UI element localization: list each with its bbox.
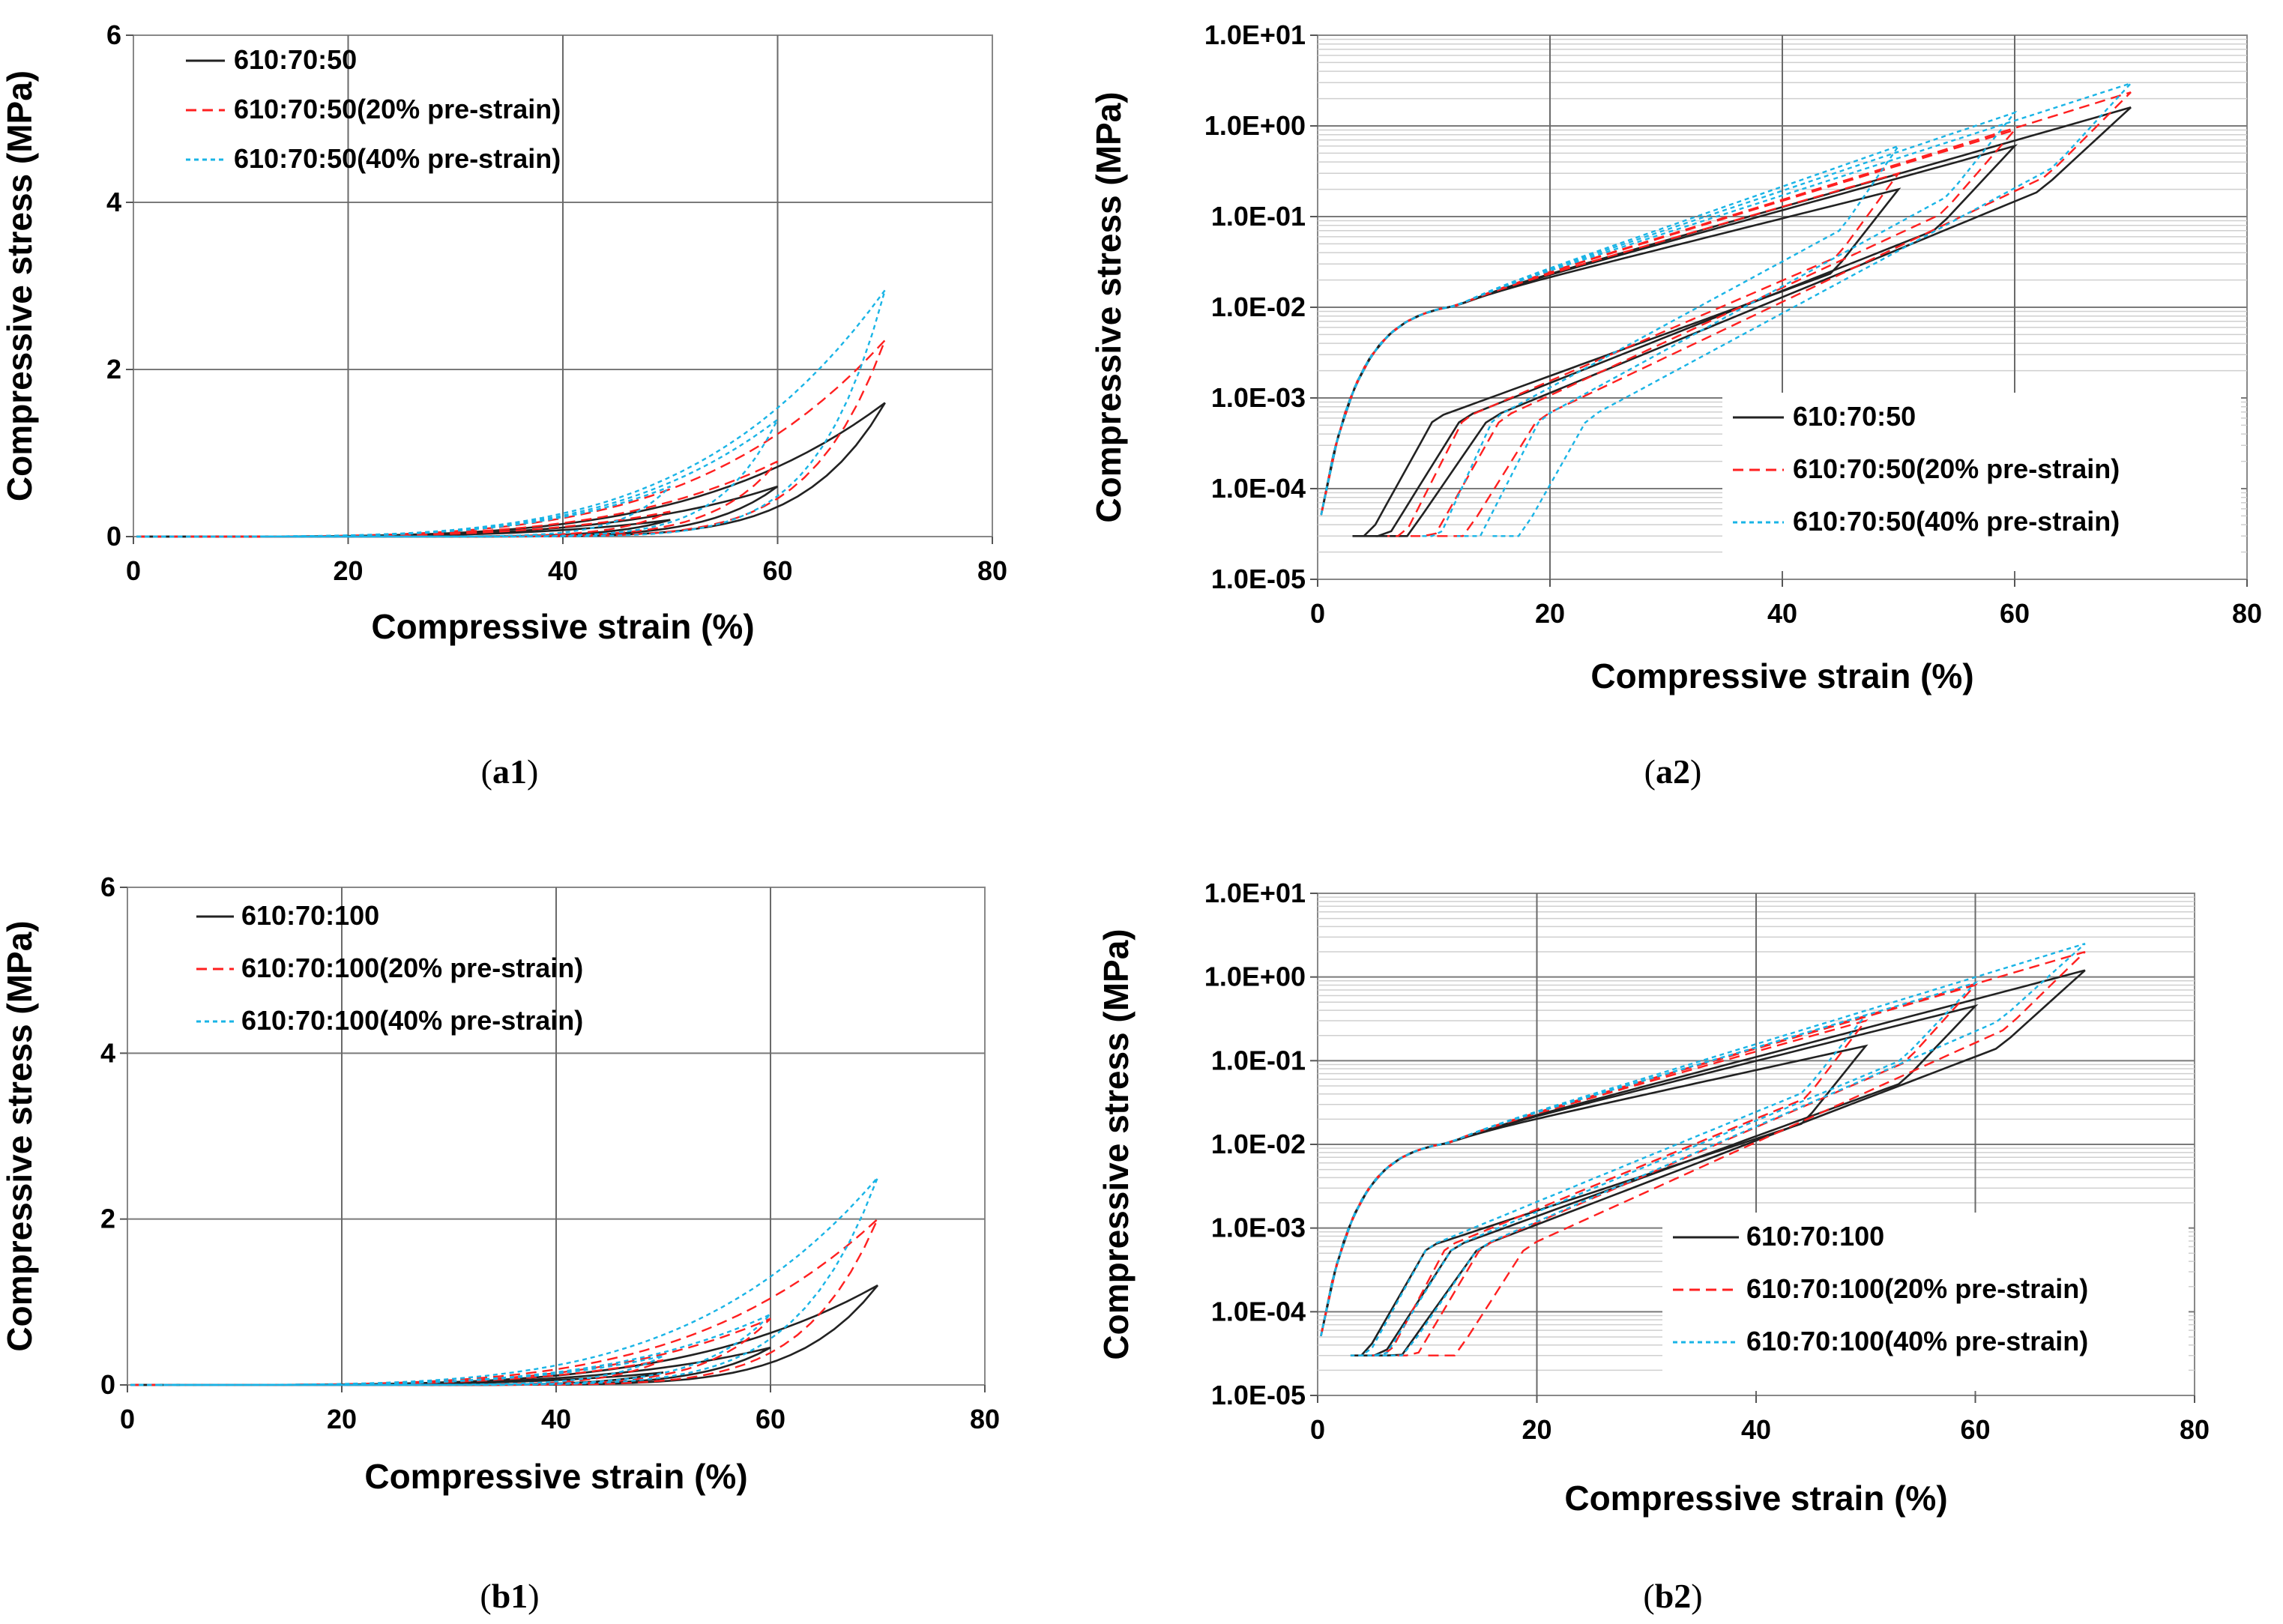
legend-label: 610:70:50 <box>234 44 357 75</box>
x-tick-label: 60 <box>2000 598 2030 629</box>
legend-label: 610:70:100(20% pre-strain) <box>1746 1273 2088 1304</box>
series-1-cycle-3 <box>1320 106 2132 537</box>
series-1 <box>1320 106 2132 537</box>
legend: 610:70:50 610:70:50(20% pre-strain) 610:70… <box>186 44 561 174</box>
legend-label: 610:70:100 <box>241 900 379 931</box>
x-tick-label: 40 <box>548 555 578 586</box>
series-1-cycle-3 <box>1320 969 2086 1356</box>
series-2 <box>1320 91 2132 537</box>
y-tick-label: 1.0E+00 <box>1204 962 1306 992</box>
legend-label: 610:70:50 <box>1793 401 1916 432</box>
series-3-cycle-2 <box>1320 981 1979 1356</box>
legend-label: 610:70:50(20% pre-strain) <box>1793 453 2120 484</box>
x-tick-label: 40 <box>541 1404 571 1434</box>
series-3-cycle-3 <box>1320 943 2086 1356</box>
series-1-cycle-2 <box>1320 1004 1979 1356</box>
y-tick-label: 1.0E-05 <box>1211 564 1306 594</box>
y-tick-label: 1.0E-02 <box>1211 1129 1306 1159</box>
x-tick-label: 0 <box>126 555 141 586</box>
legend-label: 610:70:50(40% pre-strain) <box>234 143 561 174</box>
y-tick-label: 0 <box>100 1369 115 1400</box>
y-tick-label: 1.0E-04 <box>1211 1296 1306 1326</box>
series-3 <box>130 1177 879 1386</box>
x-tick-label: 80 <box>2180 1414 2210 1445</box>
legend-label: 610:70:50(40% pre-strain) <box>1793 506 2120 537</box>
y-tick-label: 2 <box>100 1204 115 1234</box>
series-3-cycle-3 <box>136 289 886 538</box>
y-tick-label: 1.0E-01 <box>1211 1045 1306 1075</box>
x-tick-label: 20 <box>327 1404 357 1434</box>
x-tick-label: 60 <box>756 1404 785 1434</box>
x-tick-label: 60 <box>1960 1414 1990 1445</box>
x-tick-label: 80 <box>970 1404 1000 1434</box>
legend-label: 610:70:100 <box>1746 1221 1884 1252</box>
series-2-cycle-1 <box>1320 1018 1869 1356</box>
series-2-cycle-3 <box>1320 950 2086 1356</box>
y-tick-label: 1.0E-05 <box>1211 1380 1306 1410</box>
series-3-cycle-3 <box>1320 81 2134 537</box>
y-tick-label: 1.0E+00 <box>1204 110 1306 141</box>
panel-caption: (a1) <box>481 752 539 791</box>
y-axis-label: Compressive stress (MPa) <box>0 70 39 501</box>
legend-box <box>1662 1213 2189 1391</box>
legend-label: 610:70:100(20% pre-strain) <box>241 953 583 983</box>
x-tick-label: 20 <box>1522 1414 1551 1445</box>
x-tick-label: 80 <box>977 555 1007 586</box>
y-tick-label: 1.0E-01 <box>1211 201 1306 232</box>
y-tick-label: 1.0E-03 <box>1211 382 1306 413</box>
y-tick-label: 1.0E-03 <box>1211 1213 1306 1243</box>
y-tick-label: 1.0E+01 <box>1204 878 1306 908</box>
y-tick-label: 1.0E-04 <box>1211 473 1306 504</box>
y-tick-label: 1.0E+01 <box>1204 19 1306 50</box>
series-3 <box>136 289 886 538</box>
x-tick-label: 80 <box>2232 598 2262 629</box>
x-tick-label: 0 <box>1310 598 1325 629</box>
x-tick-label: 0 <box>120 1404 135 1434</box>
legend: 610:70:50 610:70:50(20% pre-strain) 610:70… <box>1722 393 2241 571</box>
x-axis-label: Compressive strain (%) <box>1590 656 1973 695</box>
y-tick-label: 6 <box>106 19 121 50</box>
chart-b2: 1.0E-05 1.0E-04 1.0E-03 1.0E-02 1.0E-01 1.0E+… <box>1097 878 2210 1615</box>
x-axis-label: Compressive strain (%) <box>371 607 754 646</box>
legend-label: 610:70:100(40% pre-strain) <box>1746 1326 2088 1356</box>
legend: 610:70:100 610:70:100(20% pre-strain) 610:… <box>196 900 583 1036</box>
x-axis-label: Compressive strain (%) <box>1564 1479 1947 1518</box>
legend-label: 610:70:50(20% pre-strain) <box>234 94 561 124</box>
series-3 <box>1320 81 2134 537</box>
y-tick-label: 2 <box>106 354 121 384</box>
y-tick-label: 4 <box>100 1037 115 1068</box>
y-tick-label: 0 <box>106 521 121 552</box>
x-tick-label: 20 <box>333 555 363 586</box>
y-tick-label: 1.0E-02 <box>1211 292 1306 322</box>
series-3-cycle-2 <box>1320 110 2018 537</box>
x-tick-label: 60 <box>762 555 792 586</box>
legend-box <box>1722 393 2241 571</box>
chart-a2: 1.0E-05 1.0E-04 1.0E-03 1.0E-02 1.0E-01 1.0E+… <box>1089 19 2262 791</box>
y-tick-label: 4 <box>106 187 121 217</box>
series-1-cycle-1 <box>1320 187 1902 537</box>
panel-caption: (a2) <box>1644 752 1702 791</box>
legend-label: 610:70:100(40% pre-strain) <box>241 1005 583 1036</box>
legend: 610:70:100 610:70:100(20% pre-strain) 610:… <box>1662 1213 2189 1391</box>
x-tick-label: 40 <box>1767 598 1797 629</box>
x-tick-label: 40 <box>1741 1414 1771 1445</box>
y-tick-label: 6 <box>100 872 115 902</box>
panel-caption: (b1) <box>480 1577 539 1615</box>
panel-caption: (b2) <box>1643 1577 1702 1615</box>
x-axis-label: Compressive strain (%) <box>364 1457 747 1496</box>
y-axis-label: Compressive stress (MPa) <box>1097 929 1136 1359</box>
x-tick-label: 20 <box>1535 598 1565 629</box>
y-axis-label: Compressive stress (MPa) <box>1089 91 1128 522</box>
y-axis-label: Compressive stress (MPa) <box>0 920 39 1351</box>
series-2-cycle-3 <box>1320 91 2132 537</box>
x-tick-label: 0 <box>1310 1414 1325 1445</box>
series-3 <box>1320 943 2086 1356</box>
series-3-cycle-3 <box>130 1177 879 1386</box>
